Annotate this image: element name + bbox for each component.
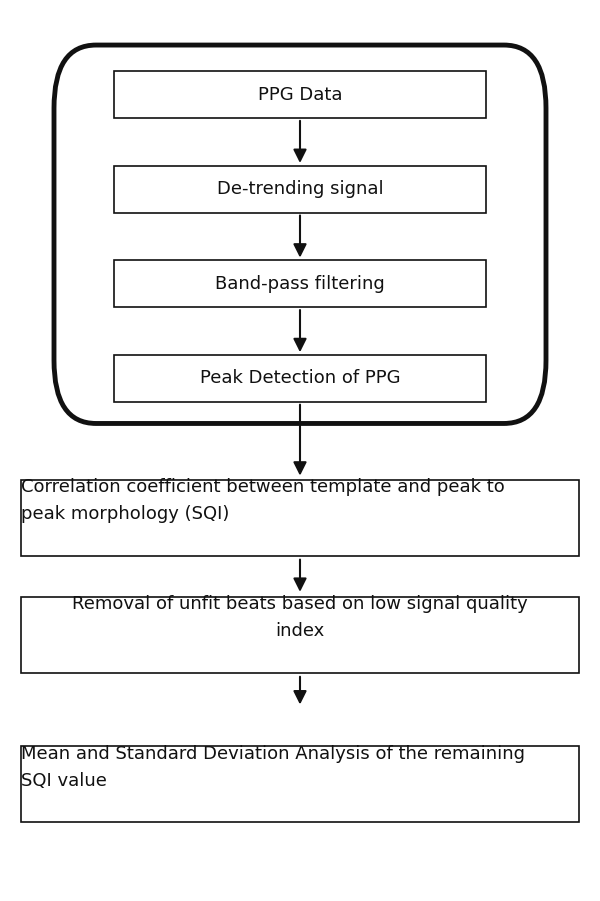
Text: Peak Detection of PPG: Peak Detection of PPG [200,369,400,387]
FancyBboxPatch shape [114,260,486,307]
FancyBboxPatch shape [21,746,579,822]
Text: De-trending signal: De-trending signal [217,180,383,198]
Text: Removal of unfit beats based on low signal quality: Removal of unfit beats based on low sign… [72,595,528,613]
Text: index: index [275,622,325,640]
Text: PPG Data: PPG Data [258,86,342,104]
FancyBboxPatch shape [54,45,546,423]
Text: Mean and Standard Deviation Analysis of the remaining: Mean and Standard Deviation Analysis of … [21,745,525,763]
FancyBboxPatch shape [21,479,579,556]
FancyBboxPatch shape [21,596,579,674]
Text: peak morphology (SQI): peak morphology (SQI) [21,505,229,523]
Text: SQI value: SQI value [21,772,107,790]
FancyBboxPatch shape [114,166,486,213]
Text: Correlation coefficient between template and peak to: Correlation coefficient between template… [21,478,505,496]
FancyBboxPatch shape [114,355,486,402]
FancyBboxPatch shape [114,71,486,118]
Text: Band-pass filtering: Band-pass filtering [215,275,385,293]
